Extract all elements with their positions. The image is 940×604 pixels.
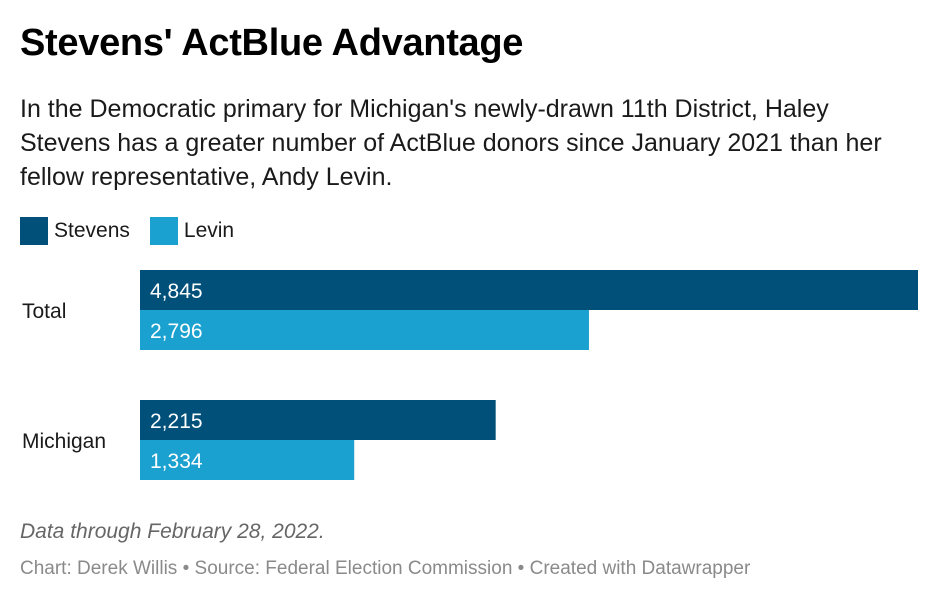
chart-title: Stevens' ActBlue Advantage (20, 22, 524, 64)
footer-created-with: Created with Datawrapper (529, 558, 751, 579)
legend-swatch-stevens (20, 217, 48, 245)
footer-separator-1: • (177, 558, 195, 579)
bar-stevens-michigan (140, 400, 496, 440)
bar-value-label-stevens-total: 4,845 (150, 280, 203, 303)
bar-value-label-stevens-michigan: 2,215 (150, 410, 203, 433)
footer: Chart: Derek Willis • Source: Federal El… (20, 558, 750, 580)
legend: Stevens Levin (20, 217, 234, 245)
legend-label-stevens: Stevens (54, 219, 130, 242)
legend-swatch-levin (149, 217, 178, 245)
bar-value-label-levin-total: 2,796 (150, 320, 203, 343)
bar-value-label-levin-michigan: 1,334 (150, 450, 203, 473)
legend-label-levin: Levin (183, 219, 235, 242)
bar-levin-michigan (140, 440, 355, 480)
category-label-total: Total (22, 300, 66, 323)
legend-item-stevens: Stevens (20, 217, 130, 245)
data-note: Data through February 28, 2022. (20, 520, 325, 543)
bar-chart: Total 4,845 2,796 Michigan 2,215 1,334 (22, 270, 918, 480)
footer-separator-2: • (512, 558, 530, 579)
category-label-michigan: Michigan (22, 430, 106, 453)
bar-stevens-total (140, 270, 918, 310)
footer-source: Source: Federal Election Commission (194, 558, 513, 579)
chart-subtitle: In the Democratic primary for Michigan's… (20, 95, 882, 191)
bar-levin-total (140, 310, 589, 350)
legend-item-levin: Levin (149, 217, 235, 245)
footer-chart-credit: Chart: Derek Willis (20, 558, 178, 579)
